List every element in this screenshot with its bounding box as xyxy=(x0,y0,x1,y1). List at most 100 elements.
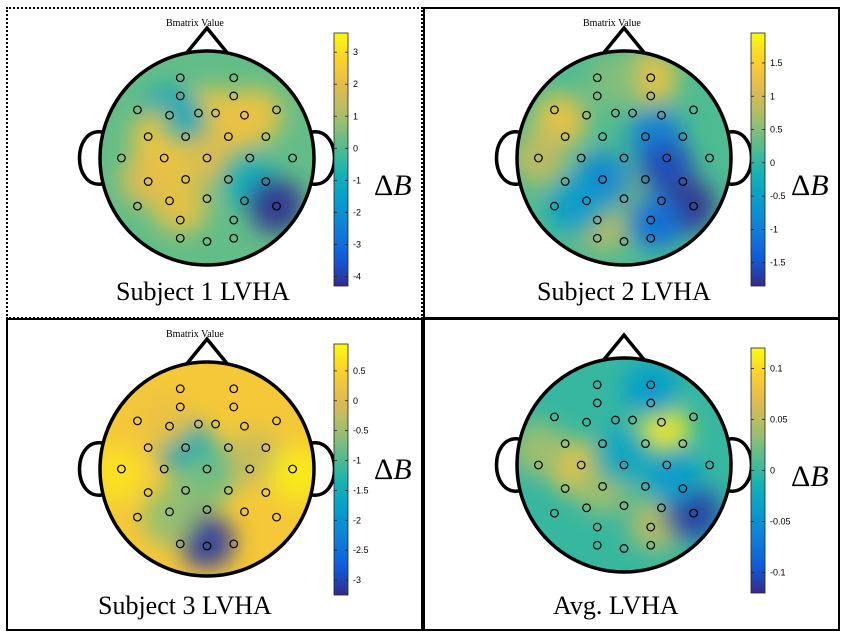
field-blob xyxy=(259,436,314,513)
electrode-marker xyxy=(657,196,666,206)
electrode-marker xyxy=(133,105,142,115)
colorbar-tick-label: -2.5 xyxy=(353,545,369,555)
electrode-marker xyxy=(202,194,212,204)
electrode-marker xyxy=(202,505,212,515)
electrode-marker xyxy=(582,417,591,427)
colorbar-tick-label: -3 xyxy=(353,575,361,585)
electrode-marker xyxy=(229,402,239,412)
colorbar-tick-label: 2 xyxy=(353,79,358,89)
field-blob xyxy=(100,436,155,513)
field-blob xyxy=(612,358,689,429)
electrode-marker xyxy=(646,215,656,225)
electrode-marker xyxy=(240,110,249,120)
electrode-marker xyxy=(211,108,220,118)
electrode-marker xyxy=(272,512,281,522)
electrode-marker xyxy=(550,508,559,518)
electrode-marker xyxy=(678,177,688,186)
colorbar-tick-label: 1 xyxy=(770,91,775,101)
electrode-marker xyxy=(229,91,239,101)
electrode-marker xyxy=(560,132,570,141)
electrode-marker xyxy=(159,464,169,474)
electrode-marker xyxy=(229,73,239,83)
electrode-marker xyxy=(272,105,281,115)
field-blob xyxy=(634,437,711,514)
electrode-marker xyxy=(640,174,650,184)
colorbar-tick-label: -4 xyxy=(353,271,361,281)
electrode-marker xyxy=(628,108,637,118)
electrode-marker xyxy=(705,153,715,163)
electrode-marker xyxy=(689,508,698,518)
topoplot-panel-4: 0.1 0.05 0 -0.05 -0.1 ΔB Avg. LVHA xyxy=(423,318,840,631)
electrode-marker xyxy=(592,215,602,225)
head-outline xyxy=(98,49,316,267)
electrode-marker xyxy=(202,541,212,551)
colorbar-tick-label: -1 xyxy=(353,456,361,466)
electrode-marker xyxy=(223,132,233,141)
potential-field xyxy=(100,51,314,265)
electrode-marker xyxy=(202,153,212,163)
topoplot-panel-2: Bmatrix Value 1.5 1 0.5 0 -0.5 -1 -1.5 ΔB Subj… xyxy=(423,7,840,319)
electrode-marker xyxy=(223,485,233,495)
electrode-marker xyxy=(240,421,249,431)
electrode-marker xyxy=(657,110,666,120)
left-ear xyxy=(494,437,520,493)
electrode-marker xyxy=(646,91,656,101)
electrode-marker xyxy=(159,153,169,163)
map-title: Bmatrix Value xyxy=(166,18,224,29)
potential-field xyxy=(100,362,314,576)
field-blob xyxy=(618,184,695,261)
electrode-marker xyxy=(133,201,142,211)
colorbar-label: ΔB xyxy=(791,460,829,493)
head-outline xyxy=(515,356,733,574)
nose xyxy=(183,25,231,57)
electrode-marker xyxy=(560,177,570,186)
colorbar-tick-label: -0.5 xyxy=(353,426,369,436)
colorbar-tick-label: -0.5 xyxy=(770,191,786,201)
electrode-marker xyxy=(689,412,698,422)
electrode-marker xyxy=(181,443,191,452)
electrode-marker xyxy=(143,443,153,452)
electrode-marker xyxy=(592,398,602,408)
electrode-marker xyxy=(261,132,271,141)
colorbar-tick-label: 0 xyxy=(353,143,358,153)
electrode-marker xyxy=(662,460,672,470)
electrode-marker xyxy=(143,488,153,497)
topoplot-3: 0.5 0 -0.5 -1 -1.5 -2 -2.5 -3 xyxy=(77,336,369,596)
field-blob xyxy=(142,168,219,245)
electrode-marker xyxy=(662,153,672,163)
left-ear xyxy=(77,441,103,497)
electrode-marker xyxy=(582,196,591,206)
electrode-marker xyxy=(640,481,650,491)
colorbar-tick-label: 1.5 xyxy=(770,58,783,68)
electrode-marker xyxy=(550,201,559,211)
colorbar-tick-label: 3 xyxy=(353,47,358,57)
electrode-marker xyxy=(619,501,629,511)
electrode-marker xyxy=(194,108,203,118)
potential-field xyxy=(517,358,731,572)
electrode-marker xyxy=(592,91,602,101)
electrode-marker xyxy=(598,481,608,491)
panel-title: Subject 3 LVHA xyxy=(98,591,272,620)
electrode-marker xyxy=(229,215,239,225)
colorbar-tick-label: -1 xyxy=(353,175,361,185)
electrode-marker xyxy=(598,132,608,141)
electrode-marker xyxy=(165,421,174,431)
electrode-marker xyxy=(678,439,688,448)
field-blob xyxy=(537,168,614,245)
electrode-marker xyxy=(646,73,656,83)
electrode-marker xyxy=(133,512,142,522)
electrode-marker xyxy=(181,132,191,141)
electrode-marker xyxy=(175,384,185,394)
electrode-marker xyxy=(202,237,212,246)
electrode-marker xyxy=(175,402,185,412)
electrode-marker xyxy=(245,464,255,474)
electrode-marker xyxy=(640,132,650,141)
electrode-marker xyxy=(678,132,688,141)
electrode-marker xyxy=(181,485,191,495)
colorbar-tick-label: -3 xyxy=(353,239,361,249)
nose xyxy=(600,332,648,364)
colorbar-tick-label: -1.5 xyxy=(770,258,786,268)
head-outline xyxy=(98,360,316,578)
electrode-marker xyxy=(181,174,191,184)
electrode-marker xyxy=(143,132,153,141)
